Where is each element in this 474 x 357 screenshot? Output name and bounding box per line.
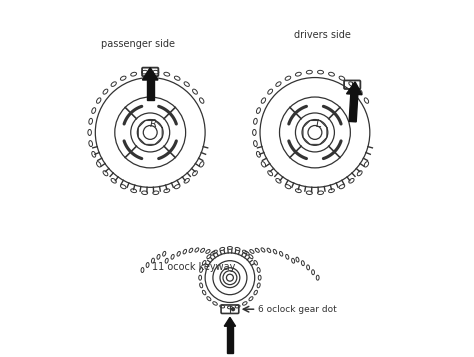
Text: L: L	[316, 119, 321, 129]
Polygon shape	[142, 67, 158, 80]
Polygon shape	[224, 317, 236, 326]
Circle shape	[232, 308, 235, 311]
Polygon shape	[349, 94, 358, 122]
Polygon shape	[146, 80, 154, 100]
Text: R: R	[150, 119, 157, 129]
Text: 11 ocock keyway: 11 ocock keyway	[152, 262, 236, 272]
Text: 6 oclock gear dot: 6 oclock gear dot	[258, 305, 337, 314]
Polygon shape	[346, 82, 362, 95]
Text: passenger side: passenger side	[100, 39, 174, 49]
Polygon shape	[227, 326, 233, 353]
Text: drivers side: drivers side	[294, 30, 351, 40]
